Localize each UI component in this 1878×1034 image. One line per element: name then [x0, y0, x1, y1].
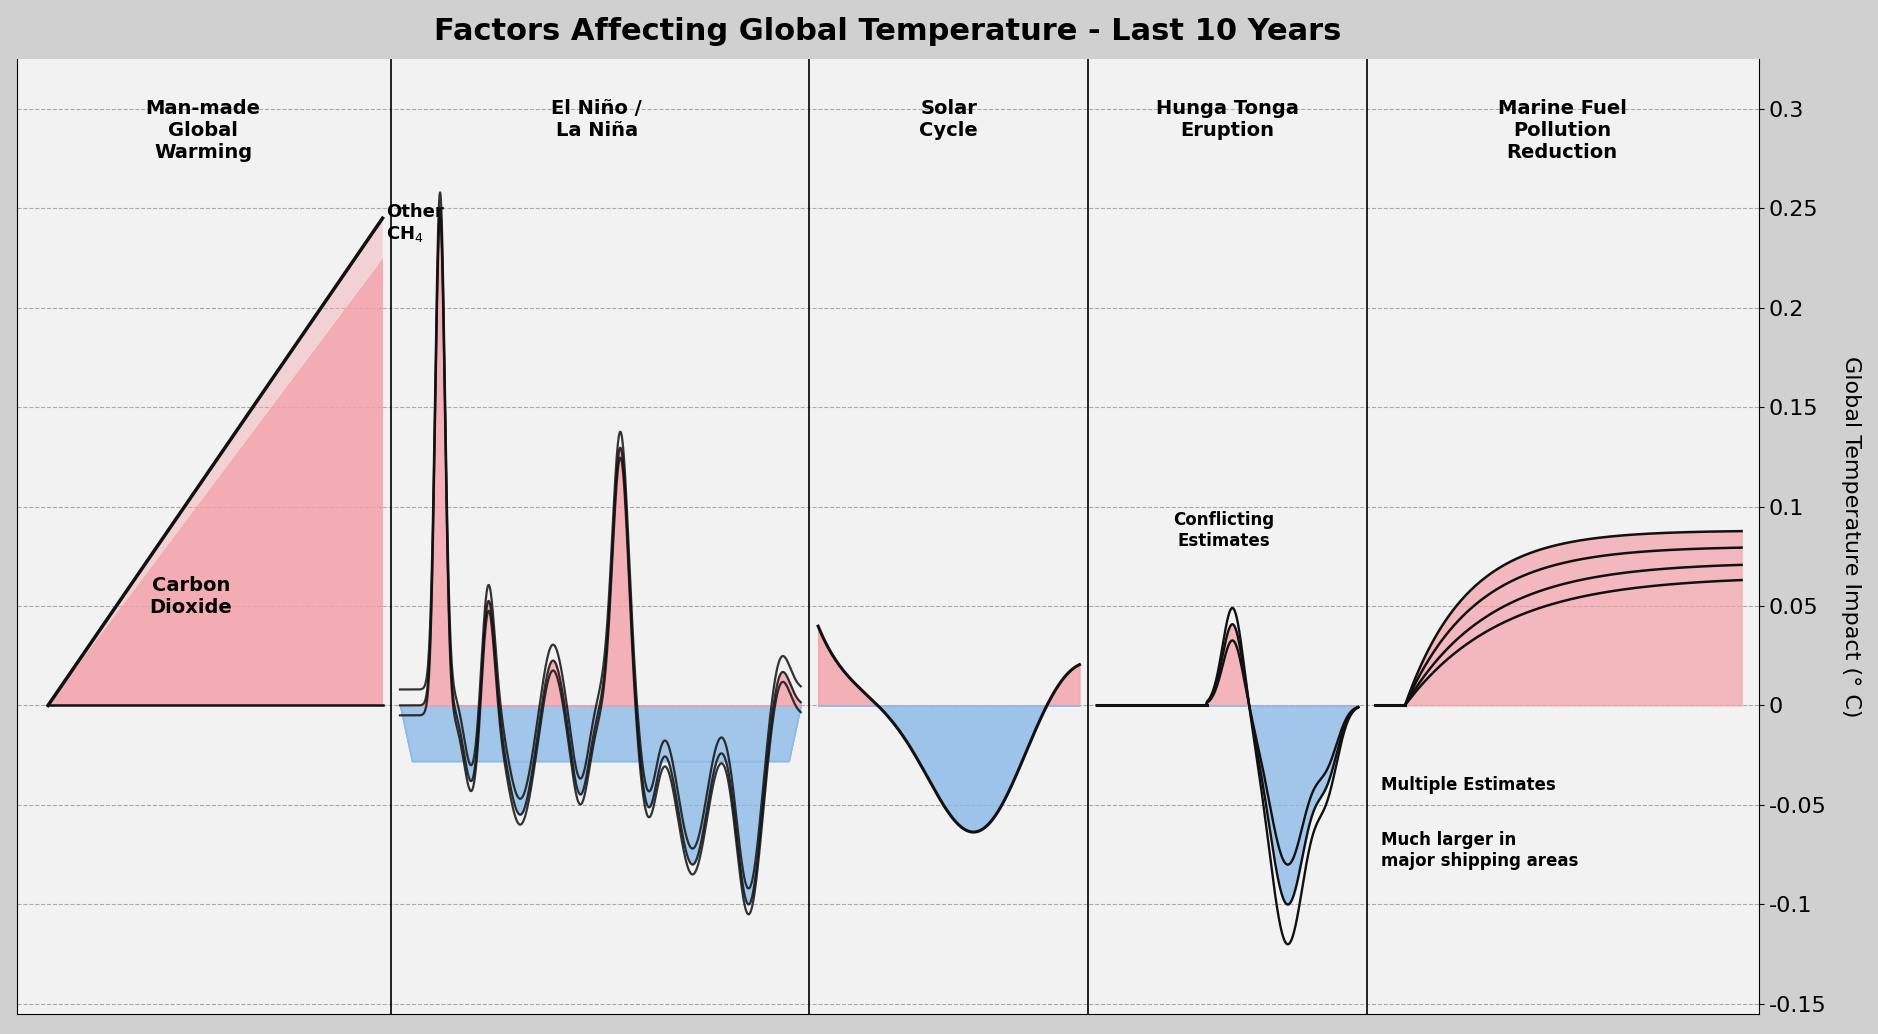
- Y-axis label: Global Temperature Impact (° C): Global Temperature Impact (° C): [1840, 356, 1861, 718]
- Text: Hunga Tonga
Eruption: Hunga Tonga Eruption: [1157, 99, 1300, 140]
- Polygon shape: [49, 257, 383, 705]
- Text: Man-made
Global
Warming: Man-made Global Warming: [146, 99, 261, 162]
- Title: Factors Affecting Global Temperature - Last 10 Years: Factors Affecting Global Temperature - L…: [434, 17, 1341, 45]
- Text: Other
CH$_4$: Other CH$_4$: [387, 203, 443, 244]
- Text: Conflicting
Estimates: Conflicting Estimates: [1174, 511, 1275, 550]
- Text: Solar
Cycle: Solar Cycle: [920, 99, 978, 140]
- Text: Carbon
Dioxide: Carbon Dioxide: [150, 576, 233, 616]
- Text: Multiple Estimates: Multiple Estimates: [1380, 776, 1555, 794]
- Text: El Niño /
La Niña: El Niño / La Niña: [552, 99, 642, 140]
- Polygon shape: [49, 218, 383, 705]
- Text: Marine Fuel
Pollution
Reduction: Marine Fuel Pollution Reduction: [1497, 99, 1626, 162]
- Text: Much larger in
major shipping areas: Much larger in major shipping areas: [1380, 831, 1578, 870]
